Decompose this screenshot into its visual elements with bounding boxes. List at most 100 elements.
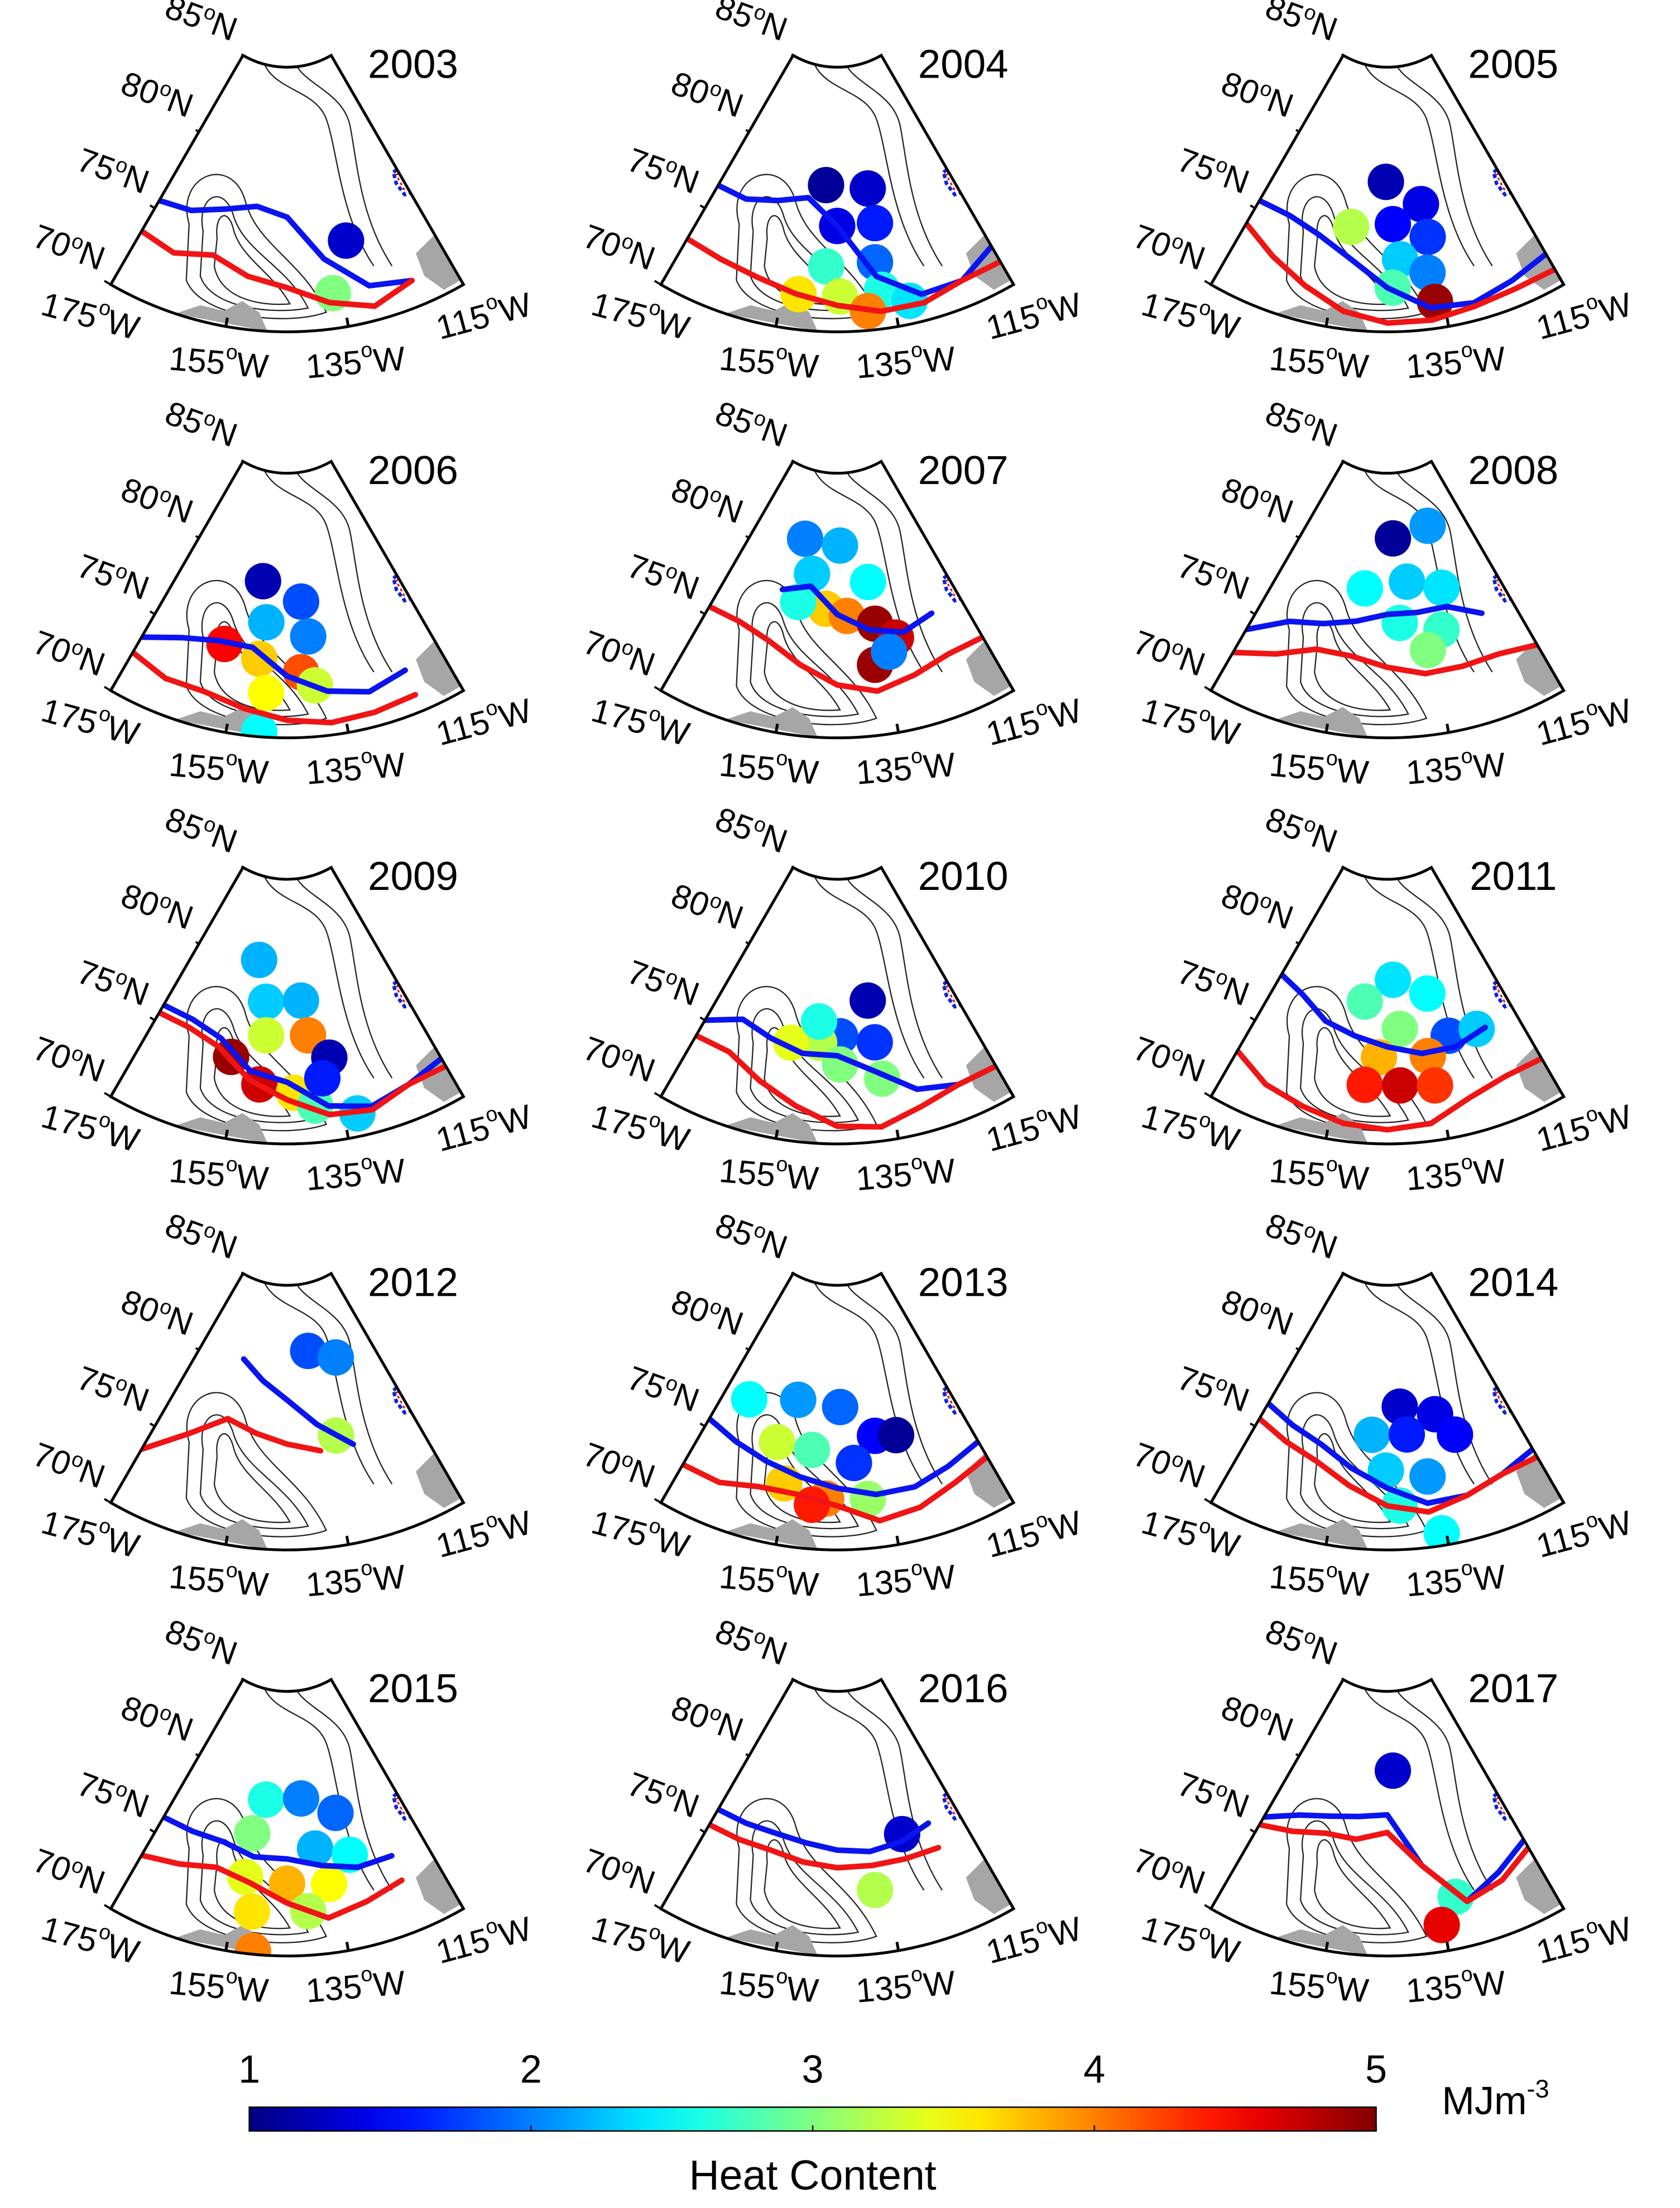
lon-label: 135oW	[1404, 741, 1507, 792]
lon-tick	[895, 1941, 900, 1951]
heat-content-circle	[871, 633, 908, 670]
lat-tick	[241, 459, 244, 463]
heat-content-circle	[1423, 1515, 1460, 1550]
lon-label-number: 135	[855, 1967, 914, 2009]
lat-label: 70oN	[1129, 1028, 1211, 1089]
lon-label-number: 135	[855, 343, 914, 385]
heat-content-circle	[1374, 1752, 1412, 1789]
heat-content-circle	[849, 170, 886, 207]
red-line	[680, 1454, 990, 1524]
lon-tick	[1324, 1535, 1329, 1545]
heat-content-circle	[1381, 1388, 1418, 1425]
heat-content-circle	[244, 563, 281, 600]
degree-mark: o	[225, 746, 239, 770]
map-content	[1234, 869, 1564, 1143]
lat-tick	[699, 1016, 705, 1022]
lat-label-number: 70	[28, 1029, 76, 1077]
lat-label: 70oN	[578, 216, 660, 277]
lon-label-number: 155	[1268, 1558, 1327, 1599]
lon-tick	[109, 682, 117, 692]
lon-label: 155oW	[718, 1959, 820, 2010]
lat-tick	[149, 204, 156, 209]
lat-label-number: 85	[1261, 1206, 1309, 1254]
lat-label-number: 80	[666, 1282, 714, 1330]
lon-label-number: 115	[432, 1921, 493, 1971]
lat-label-number: 80	[116, 471, 164, 519]
lon-label-number: 175	[37, 285, 101, 336]
lat-label: 85oN	[160, 799, 242, 860]
hemisphere: W	[372, 746, 407, 786]
lat-label: 80oN	[666, 63, 748, 124]
lat-tick	[1295, 1347, 1300, 1351]
lon-label-number: 155	[167, 1558, 227, 1599]
heat-content-circle	[296, 1830, 334, 1867]
lon-tick	[345, 1535, 350, 1545]
heat-content-circle	[1409, 218, 1446, 256]
lat-tick	[149, 610, 156, 615]
lon-label: 175oW	[1137, 280, 1245, 347]
map-background	[1211, 461, 1564, 738]
lat-label-number: 80	[1217, 877, 1265, 925]
heat-content-circle	[822, 1388, 858, 1425]
heat-content-circle	[1346, 983, 1383, 1020]
lat-label-number: 70	[1129, 623, 1177, 671]
lon-tick	[345, 317, 350, 327]
lon-label: 135oW	[304, 1147, 406, 1198]
blue-line	[715, 182, 995, 298]
red-line	[1256, 1822, 1532, 1904]
lat-tick	[745, 129, 750, 133]
panel-year: 2014	[1468, 1259, 1558, 1305]
hemisphere: W	[495, 691, 535, 735]
lon-tick	[458, 1088, 465, 1098]
lat-label-number: 85	[160, 1206, 208, 1254]
hemisphere: W	[785, 1564, 820, 1604]
lon-label: 135oW	[854, 741, 957, 792]
degree-mark: o	[1325, 1558, 1339, 1582]
lat-label-number: 75	[622, 1359, 670, 1407]
degree-mark: o	[775, 1964, 789, 1989]
degree-mark: o	[775, 1558, 789, 1582]
lon-tick	[345, 724, 350, 733]
lon-label-number: 175	[588, 285, 651, 336]
colorbar-tick-label: 3	[802, 2047, 824, 2091]
red-line	[1234, 1048, 1545, 1133]
lon-label-number: 155	[167, 339, 227, 381]
degree-mark: o	[1460, 1556, 1474, 1580]
lon-tick	[224, 1129, 229, 1139]
blue-line	[715, 1807, 932, 1855]
lon-tick	[1209, 276, 1217, 285]
hemisphere: W	[372, 1963, 407, 2004]
heat-content-circle	[282, 1780, 320, 1817]
hemisphere: W	[1045, 1098, 1086, 1142]
colorbar-tick-label: 5	[1365, 2047, 1387, 2091]
hemisphere: W	[1045, 691, 1086, 735]
lat-label: 70oN	[28, 1028, 110, 1089]
lon-label-number: 135	[304, 749, 363, 791]
lon-tick	[1558, 1900, 1565, 1910]
lat-label: 80oN	[1217, 875, 1299, 936]
lat-label: 70oN	[578, 1028, 660, 1089]
lat-label: 85oN	[160, 1205, 242, 1266]
lat-label-number: 85	[1261, 1612, 1309, 1660]
red-line	[684, 236, 1004, 314]
lon-tick	[458, 1900, 465, 1910]
map-background	[111, 55, 464, 332]
lon-label-number: 155	[1268, 1152, 1327, 1194]
colorbar-tick-label: 4	[1083, 2047, 1105, 2091]
map-frame	[659, 865, 1016, 1146]
hemisphere: W	[1472, 339, 1507, 380]
lon-label-number: 135	[304, 1156, 363, 1198]
lat-tick	[149, 1016, 156, 1022]
heat-content-circle	[234, 1815, 271, 1852]
hemisphere: W	[235, 1970, 270, 2010]
lat-tick	[195, 941, 200, 945]
heat-content-circle	[233, 1893, 271, 1930]
hemisphere: W	[1472, 746, 1507, 786]
lat-tick	[791, 1678, 794, 1681]
lat-label-number: 75	[622, 141, 670, 189]
